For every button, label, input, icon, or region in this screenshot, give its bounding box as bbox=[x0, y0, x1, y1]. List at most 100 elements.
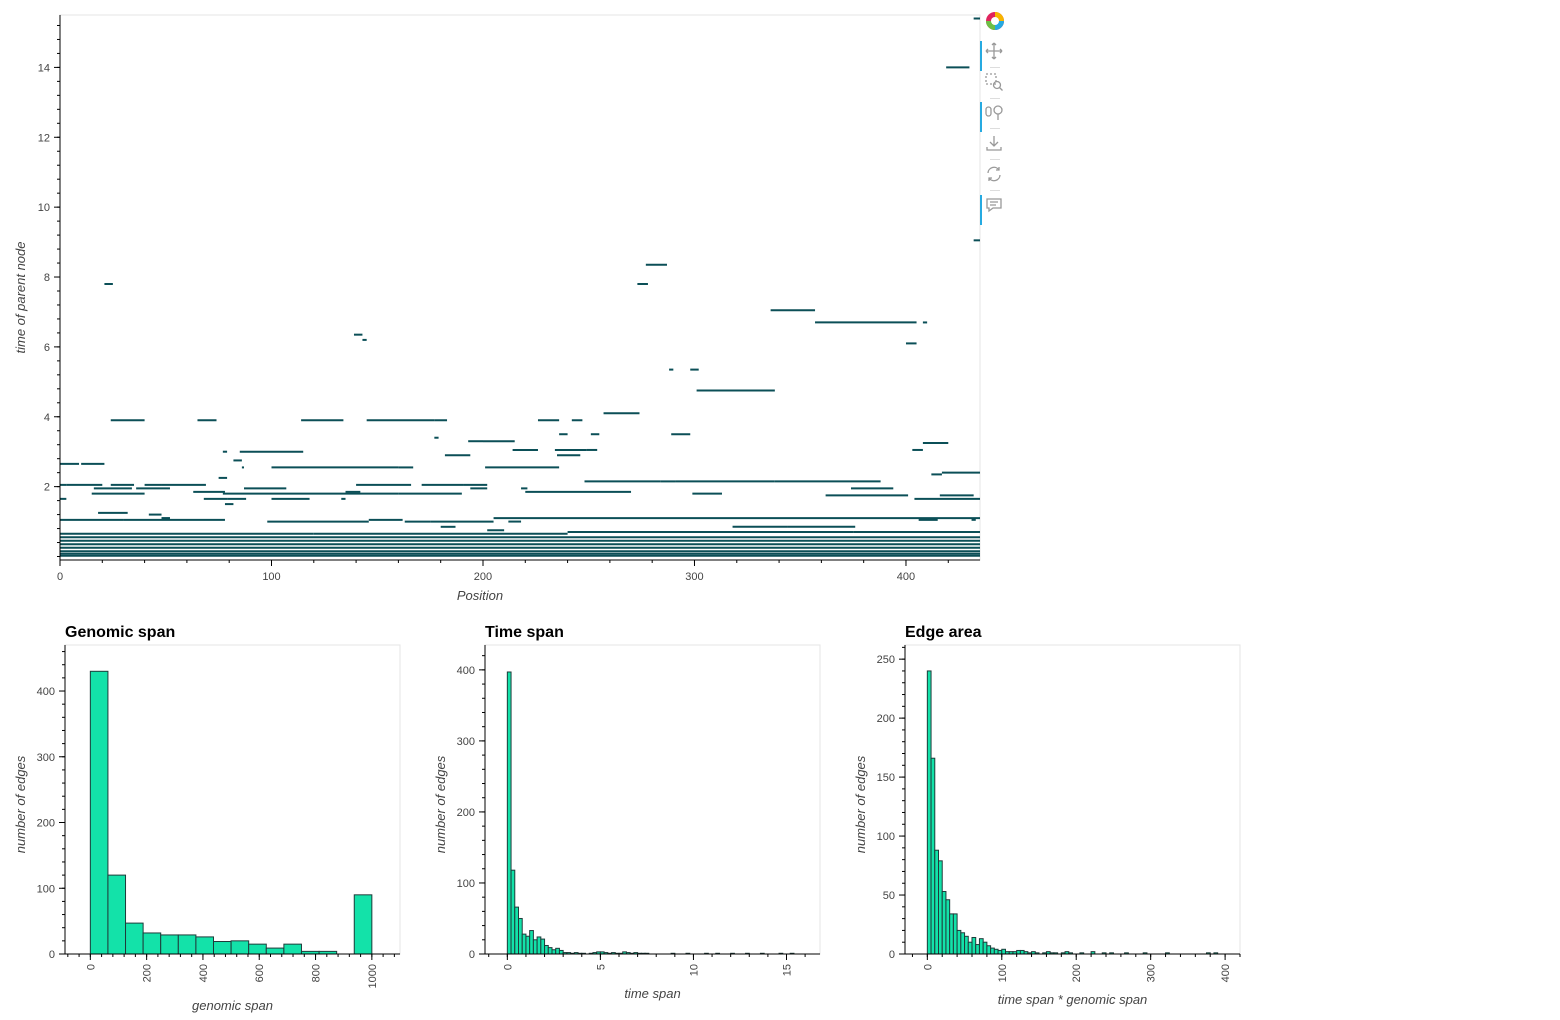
x-tick-label: 400 bbox=[198, 964, 210, 982]
histogram-bar bbox=[514, 906, 519, 955]
y-tick-label: 2 bbox=[44, 482, 50, 494]
histogram-bar bbox=[107, 874, 127, 955]
histogram-bar bbox=[353, 894, 373, 955]
y-tick-label: 400 bbox=[37, 686, 55, 698]
histogram-bar bbox=[926, 670, 932, 955]
histogram-bar bbox=[960, 932, 966, 955]
histogram-bar bbox=[506, 671, 512, 955]
histogram-bar bbox=[952, 913, 958, 955]
hover-icon bbox=[984, 198, 1004, 219]
histogram-3: Edge area 0 50 100 150 200 250 0 100 200 300 400 tim… bbox=[853, 624, 1241, 1007]
x-tick-label: 300 bbox=[1146, 964, 1158, 982]
reset-icon bbox=[984, 166, 1004, 188]
x-tick-label: 200 bbox=[474, 571, 492, 583]
bokeh-logo-icon bbox=[984, 12, 1006, 36]
toolbar-separator bbox=[990, 128, 1000, 130]
histogram-bar bbox=[540, 938, 546, 955]
histogram-bar bbox=[547, 947, 553, 955]
histogram-bar bbox=[956, 929, 962, 955]
y-tick-label: 10 bbox=[38, 202, 50, 214]
x-tick-label: 0 bbox=[922, 964, 934, 970]
histogram-bar bbox=[964, 935, 969, 955]
histogram-bar bbox=[990, 947, 995, 955]
histogram-bar bbox=[248, 943, 267, 955]
wheel-zoom-tool-button[interactable] bbox=[980, 102, 1008, 133]
x-tick-label: 10 bbox=[688, 964, 700, 976]
save-tool-button[interactable] bbox=[984, 133, 1008, 157]
box-zoom-icon bbox=[984, 72, 1004, 96]
x-axis-label: time span bbox=[624, 986, 680, 1001]
histogram-bar bbox=[521, 933, 527, 955]
x-tick-label: 600 bbox=[254, 964, 266, 982]
x-tick-label: 200 bbox=[1071, 964, 1083, 982]
histogram-bar bbox=[993, 948, 999, 955]
histogram-bar bbox=[532, 939, 538, 955]
histogram-bar bbox=[518, 917, 523, 955]
histogram-bar bbox=[230, 940, 250, 955]
x-tick-label: 0 bbox=[502, 964, 514, 970]
histogram-bar bbox=[967, 941, 973, 955]
histogram-bar bbox=[941, 890, 947, 955]
y-tick-label: 4 bbox=[44, 412, 50, 424]
y-tick-label: 300 bbox=[457, 736, 475, 748]
y-axis-label: number of edges bbox=[13, 755, 28, 853]
x-axis-label: time span * genomic span bbox=[998, 992, 1148, 1007]
histogram-bar bbox=[212, 941, 232, 955]
histogram-bar bbox=[177, 934, 197, 955]
y-tick-label: 250 bbox=[877, 654, 895, 666]
hover-tool-button[interactable] bbox=[980, 194, 1008, 225]
pan-icon bbox=[984, 42, 1004, 65]
y-tick-label: 8 bbox=[44, 272, 50, 284]
y-tick-label: 150 bbox=[877, 772, 895, 784]
y-tick-label: 200 bbox=[457, 807, 475, 819]
plot-frame bbox=[484, 644, 821, 955]
histogram-bar bbox=[975, 944, 980, 955]
histogram-bar bbox=[544, 944, 549, 955]
histogram-bar bbox=[945, 899, 951, 955]
plot-frame bbox=[59, 14, 981, 561]
x-tick-label: 400 bbox=[897, 571, 915, 583]
y-tick-label: 0 bbox=[889, 949, 895, 961]
plot-frame bbox=[904, 644, 1241, 955]
histogram-bar bbox=[89, 670, 109, 955]
histogram-bar bbox=[551, 949, 557, 955]
plot-toolbar bbox=[980, 10, 1012, 230]
histogram-bar bbox=[930, 757, 936, 955]
y-axis-label: number of edges bbox=[853, 755, 868, 853]
x-tick-label: 1000 bbox=[367, 964, 379, 988]
panel-title: Genomic span bbox=[65, 624, 175, 641]
x-axis-label: genomic span bbox=[192, 998, 273, 1013]
y-tick-label: 400 bbox=[457, 665, 475, 677]
segments-plot: 2 4 6 8 10 12 14 0 100 200 300 400 Position time of p… bbox=[13, 14, 981, 603]
toolbar-separator bbox=[990, 66, 1000, 68]
y-tick-label: 50 bbox=[883, 890, 895, 902]
y-tick-label: 14 bbox=[38, 62, 50, 74]
y-tick-label: 300 bbox=[37, 752, 55, 764]
toolbar-separator bbox=[990, 159, 1000, 161]
histogram-bar bbox=[986, 945, 992, 955]
histogram-bar bbox=[949, 913, 954, 955]
x-tick-label: 100 bbox=[997, 964, 1009, 982]
histogram-bar bbox=[1019, 949, 1025, 955]
panel-title: Edge area bbox=[905, 624, 982, 641]
box-zoom-tool-button[interactable] bbox=[984, 72, 1008, 96]
histogram-1: Genomic span 0 100 200 300 400 0 200 400 600 800 10… bbox=[13, 624, 401, 1013]
histogram-bar bbox=[1001, 948, 1006, 955]
bokeh-logo-tool-button bbox=[984, 10, 1008, 34]
histogram-bar bbox=[938, 860, 943, 955]
x-tick-label: 300 bbox=[685, 571, 703, 583]
reset-tool-button[interactable] bbox=[984, 164, 1008, 188]
histogram-bar bbox=[125, 922, 144, 955]
histogram-bar bbox=[997, 949, 1003, 955]
histogram-bar bbox=[529, 930, 534, 955]
histogram-bar bbox=[971, 936, 977, 955]
pan-tool-button[interactable] bbox=[980, 40, 1008, 71]
x-tick-label: 100 bbox=[262, 571, 280, 583]
wheel-zoom-icon bbox=[984, 105, 1004, 126]
y-tick-label: 6 bbox=[44, 342, 50, 354]
panel-title: Time span bbox=[485, 624, 564, 641]
histogram-bar bbox=[283, 943, 302, 955]
x-tick-label: 5 bbox=[595, 964, 607, 970]
histogram-bar bbox=[978, 938, 984, 955]
